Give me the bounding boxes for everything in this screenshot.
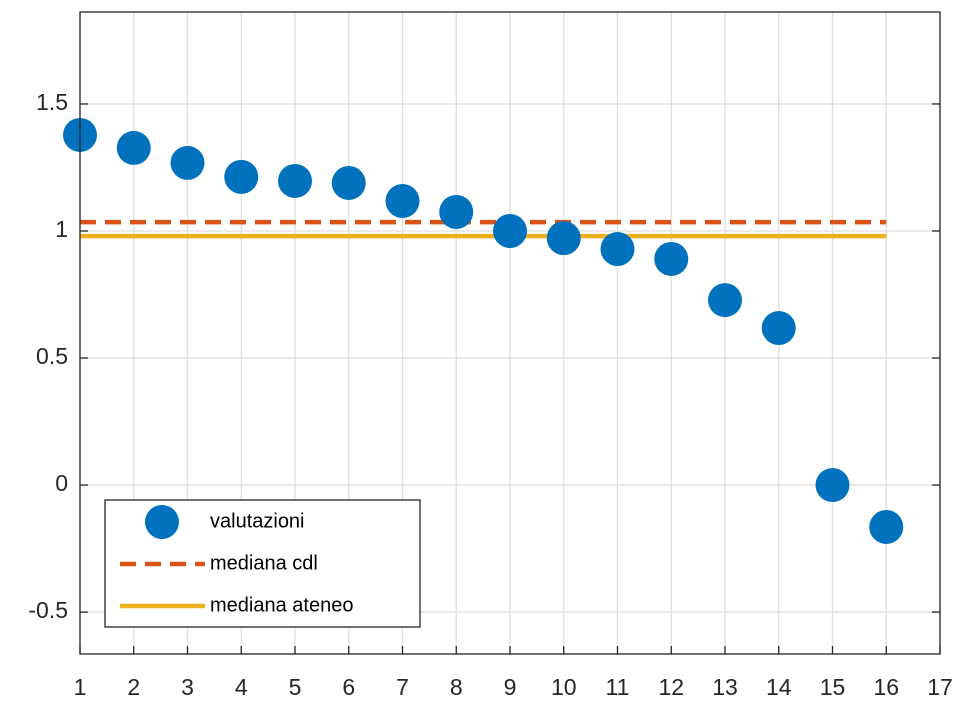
x-tick-label: 16 — [873, 674, 899, 700]
data-point — [385, 184, 420, 219]
data-point — [815, 468, 850, 503]
x-tick-label: 14 — [766, 674, 792, 700]
x-tick-label: 17 — [927, 674, 953, 700]
data-point — [278, 163, 312, 198]
x-tick-label: 2 — [127, 674, 140, 700]
legend-label: valutazioni — [210, 510, 305, 532]
x-tick-label: 4 — [235, 674, 248, 700]
data-point — [708, 283, 742, 318]
x-tick-label: 9 — [504, 674, 517, 700]
x-tick-label: 11 — [606, 674, 630, 700]
x-tick-label: 1 — [74, 674, 87, 700]
data-point — [546, 221, 581, 256]
y-tick-label: -0.5 — [28, 597, 68, 623]
x-tick-label: 7 — [396, 674, 409, 700]
data-point — [439, 194, 474, 229]
data-point — [761, 311, 796, 346]
data-point — [331, 165, 366, 200]
x-tick-label: 10 — [551, 674, 577, 700]
data-point — [224, 159, 259, 194]
x-tick-label: 8 — [450, 674, 463, 700]
data-point — [116, 130, 151, 165]
legend-marker — [145, 505, 179, 539]
plot-border — [79, 11, 941, 655]
data-point — [170, 145, 205, 180]
x-tick-label: 13 — [712, 674, 738, 700]
y-tick-label: 1 — [55, 216, 68, 242]
data-point — [493, 213, 527, 248]
y-tick-label: 0.5 — [36, 343, 68, 369]
y-tick-label: 0 — [55, 470, 68, 496]
data-point — [654, 241, 689, 276]
legend-label: mediana cdl — [210, 552, 318, 574]
legend-label: mediana ateneo — [210, 594, 353, 616]
x-tick-label: 5 — [289, 674, 302, 700]
x-tick-label: 12 — [658, 674, 684, 700]
x-tick-label: 15 — [820, 674, 846, 700]
x-tick-label: 3 — [181, 674, 194, 700]
data-point — [869, 509, 904, 544]
x-tick-label: 6 — [342, 674, 355, 700]
data-point — [600, 232, 635, 267]
y-tick-label: 1.5 — [36, 89, 68, 115]
